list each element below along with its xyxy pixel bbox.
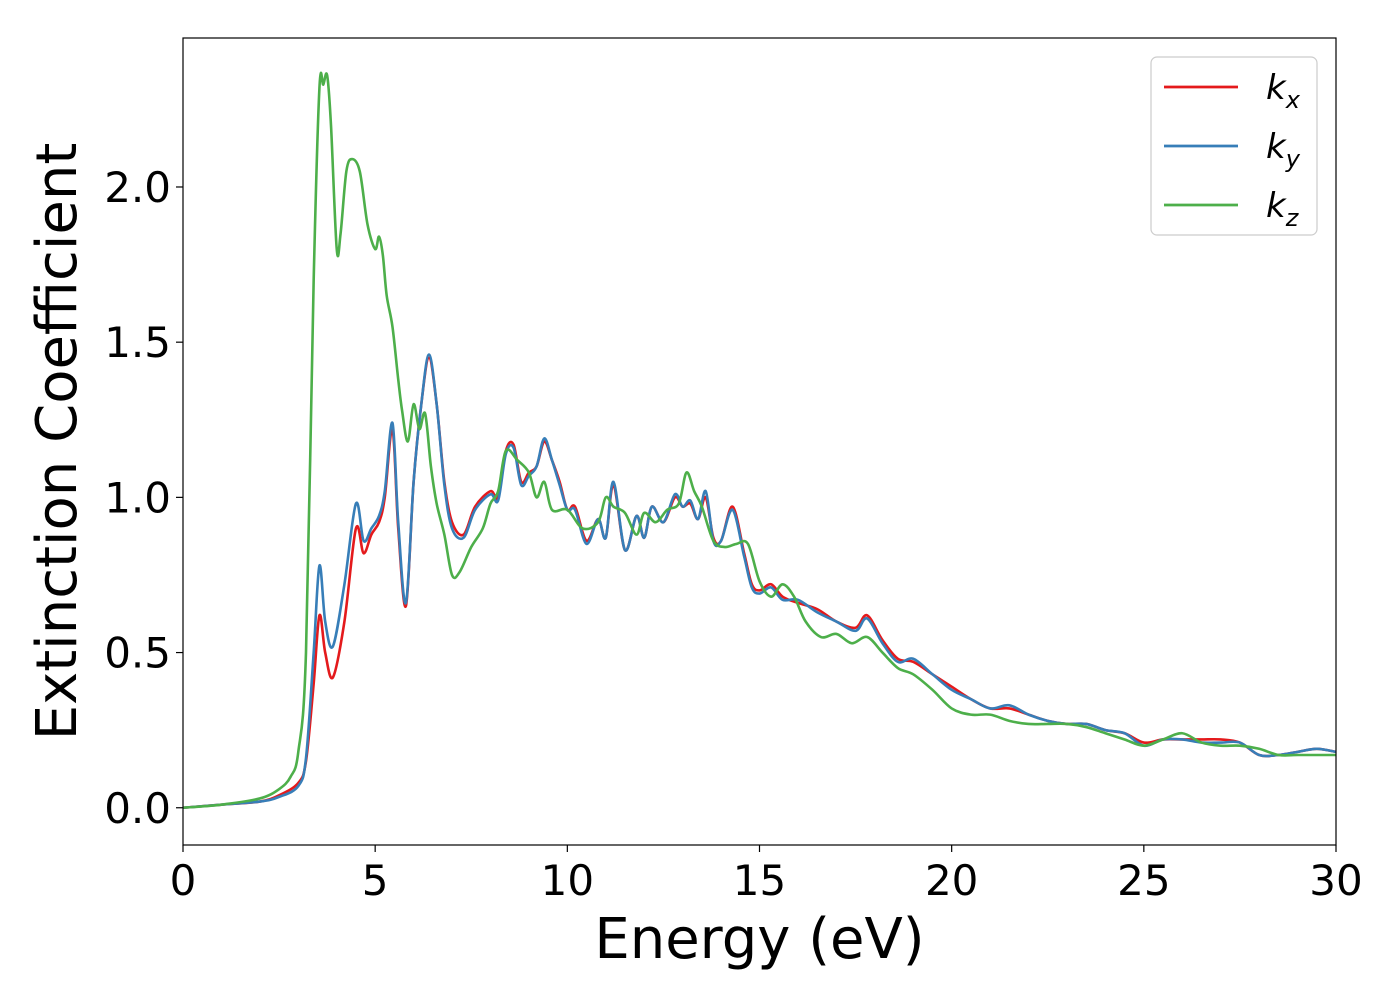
legend-label-kx: kx — [1266, 68, 1301, 114]
x-tick-label: 30 — [1309, 856, 1362, 905]
x-tick-label: 20 — [925, 856, 978, 905]
y-tick-label: 0.5 — [104, 629, 171, 678]
series-layer — [183, 71, 1336, 810]
x-tick-label: 0 — [170, 856, 197, 905]
y-tick-label: 2.0 — [104, 163, 171, 212]
series-line-kz — [183, 71, 1336, 810]
legend: kx ky kz — [1150, 56, 1318, 236]
y-tick-label: 0.0 — [104, 784, 171, 833]
y-tick-label: 1.0 — [104, 473, 171, 522]
legend-items: kx ky kz — [1164, 68, 1301, 232]
legend-label-kz: kz — [1266, 186, 1300, 232]
x-tick-label: 25 — [1117, 856, 1170, 905]
x-axis-title: Energy (eV) — [594, 907, 924, 972]
y-axis-title: Extinction Coefficient — [25, 143, 90, 741]
y-tick-label: 1.5 — [104, 318, 171, 367]
x-tick-label: 5 — [362, 856, 389, 905]
x-tick-label: 10 — [541, 856, 594, 905]
x-tick-label: 15 — [733, 856, 786, 905]
x-axis: 0 5 10 15 20 25 30 — [170, 845, 1363, 905]
legend-label-ky: ky — [1266, 127, 1301, 173]
y-axis: 0.0 0.5 1.0 1.5 2.0 — [104, 163, 183, 833]
series-line-ky — [183, 353, 1336, 810]
